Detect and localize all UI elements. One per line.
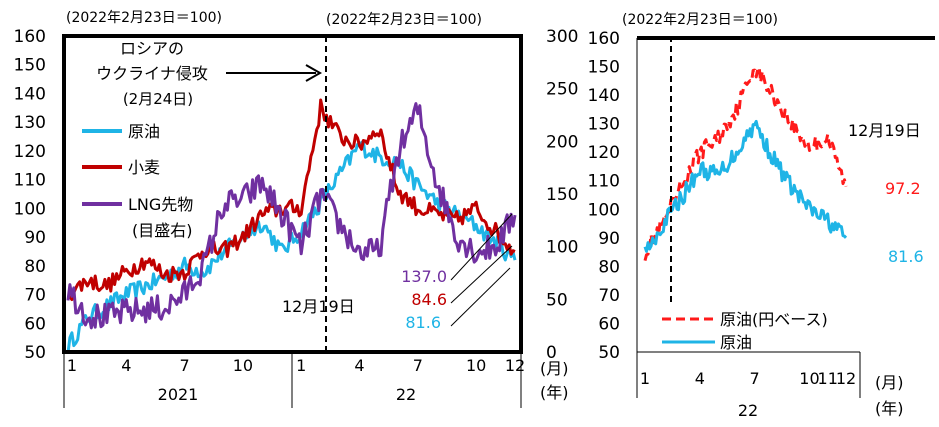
right-y-tick-label: 130 (588, 115, 620, 135)
left-chart: (2022年2月23日＝100) (2022年2月23日＝100) 506070… (14, 10, 578, 408)
left-y-tick-label: 80 (24, 257, 46, 277)
leader-line-oil (450, 267, 511, 327)
left-x-tick-label: 7 (413, 356, 423, 375)
right-x-tick-label: 10 (799, 369, 819, 388)
left-y2-tick-label: 300 (546, 27, 578, 47)
legend-label-lng-axis: (目盛右) (132, 221, 193, 240)
left-y2-tick-label: 250 (546, 80, 578, 100)
right-y-tick-label: 60 (598, 314, 620, 334)
left-x-tick-label: 7 (180, 356, 190, 375)
right-end-value-usd: 81.6 (888, 247, 924, 266)
leader-line-lng (450, 213, 513, 281)
legend-label-wheat: 小麦 (128, 158, 160, 177)
annotation-line1: ロシアの (120, 39, 184, 58)
left-end-value-wheat: 84.6 (411, 290, 447, 309)
right-x-tick-label: 12 (836, 369, 856, 388)
left-y-tick-label: 120 (14, 142, 46, 162)
series-line-wheat (67, 98, 516, 302)
left-y2-tick-label: 0 (546, 343, 557, 363)
leader-line-wheat (450, 245, 513, 304)
legend-label-oil: 原油 (128, 122, 160, 141)
left-y2-tick-label: 150 (546, 185, 578, 205)
right-y-tick-label: 100 (588, 200, 620, 220)
left-year-label-2021: 2021 (158, 385, 199, 404)
left-y-tick-label: 160 (14, 27, 46, 47)
right-y-tick-label: 160 (588, 29, 620, 49)
right-event-date-label: 12月19日 (848, 121, 921, 140)
right-y-tick-label: 90 (598, 229, 620, 249)
left-y2-tick-label: 100 (546, 238, 578, 258)
left-y-tick-label: 100 (14, 199, 46, 219)
left-base-note-left: (2022年2月23日＝100) (66, 10, 222, 26)
left-y-tick-label: 60 (24, 314, 46, 334)
right-y-tick-label: 120 (588, 143, 620, 163)
right-y-tick-label: 140 (588, 86, 620, 106)
series-line-oil-usd (643, 119, 848, 253)
right-y-tick-label: 80 (598, 257, 620, 277)
left-y-tick-label: 50 (24, 343, 46, 363)
legend-label-lng: LNG先物 (128, 195, 193, 214)
right-end-value-yen: 97.2 (885, 179, 921, 198)
left-x-tick-label: 1 (296, 356, 306, 375)
left-x-tick-label: 12 (505, 356, 525, 375)
right-y-tick-label: 70 (598, 286, 620, 306)
right-y-axis-ticks: 50 60 70 80 90 100 110 120 130 140 150 160 (588, 29, 620, 363)
series-line-oil-yen (643, 65, 848, 261)
left-series-group (66, 98, 517, 354)
left-x-tick-label: 10 (233, 356, 253, 375)
right-x-tick-label: 11 (818, 369, 838, 388)
left-year-label-22: 22 (396, 385, 416, 404)
right-x-unit-year: (年) (875, 399, 904, 418)
left-y-axis-right-ticks: 0 50 100 150 200 250 300 (546, 27, 578, 363)
series-line-lng (66, 102, 517, 330)
left-y-tick-label: 140 (14, 84, 46, 104)
left-x-tick-label: 4 (354, 356, 364, 375)
right-chart: (2022年2月23日＝100) 50607080901001101201301… (588, 12, 935, 420)
right-y-tick-label: 110 (588, 172, 620, 192)
right-year-label: 22 (738, 401, 758, 420)
left-x-axis-month-ticks: 1 4 7 10 1 4 7 10 12 (67, 356, 525, 375)
left-x-unit-year: (年) (540, 383, 569, 402)
right-y-tick-label: 150 (588, 58, 620, 78)
legend-label-oil-yen: 原油(円ベース) (720, 310, 828, 329)
right-x-unit-month: (月) (875, 373, 904, 392)
left-x-tick-label: 4 (121, 356, 131, 375)
left-y-axis-left-ticks: 50 60 70 80 90 100 110 120 130 140 150 160 (14, 27, 46, 363)
left-y-tick-label: 90 (24, 228, 46, 248)
left-x-tick-label: 10 (466, 356, 486, 375)
left-x-unit-month: (月) (540, 359, 569, 378)
left-end-value-oil: 81.6 (405, 313, 441, 332)
legend-label-oil-usd: 原油 (720, 333, 752, 352)
left-base-note-right: (2022年2月23日＝100) (326, 12, 482, 28)
right-series-group (643, 65, 848, 261)
right-x-tick-label: 7 (750, 369, 760, 388)
left-x-tick-label: 1 (67, 356, 77, 375)
left-end-value-lng: 137.0 (401, 267, 447, 286)
right-x-tick-label: 4 (695, 369, 705, 388)
annotation-line2: ウクライナ侵攻 (96, 64, 208, 83)
right-x-tick-label: 1 (640, 369, 650, 388)
annotation-arrow-head (305, 64, 323, 82)
left-y2-tick-label: 50 (546, 290, 568, 310)
left-y-tick-label: 150 (14, 56, 46, 76)
left-y-tick-label: 70 (24, 286, 46, 306)
left-y2-tick-label: 200 (546, 132, 578, 152)
left-y-tick-label: 110 (14, 171, 46, 191)
left-event-date-label: 12月19日 (282, 297, 355, 316)
left-y-tick-label: 130 (14, 113, 46, 133)
annotation-line3: (2月24日) (123, 90, 193, 108)
right-base-note: (2022年2月23日＝100) (622, 12, 778, 28)
right-y-tick-label: 50 (598, 343, 620, 363)
